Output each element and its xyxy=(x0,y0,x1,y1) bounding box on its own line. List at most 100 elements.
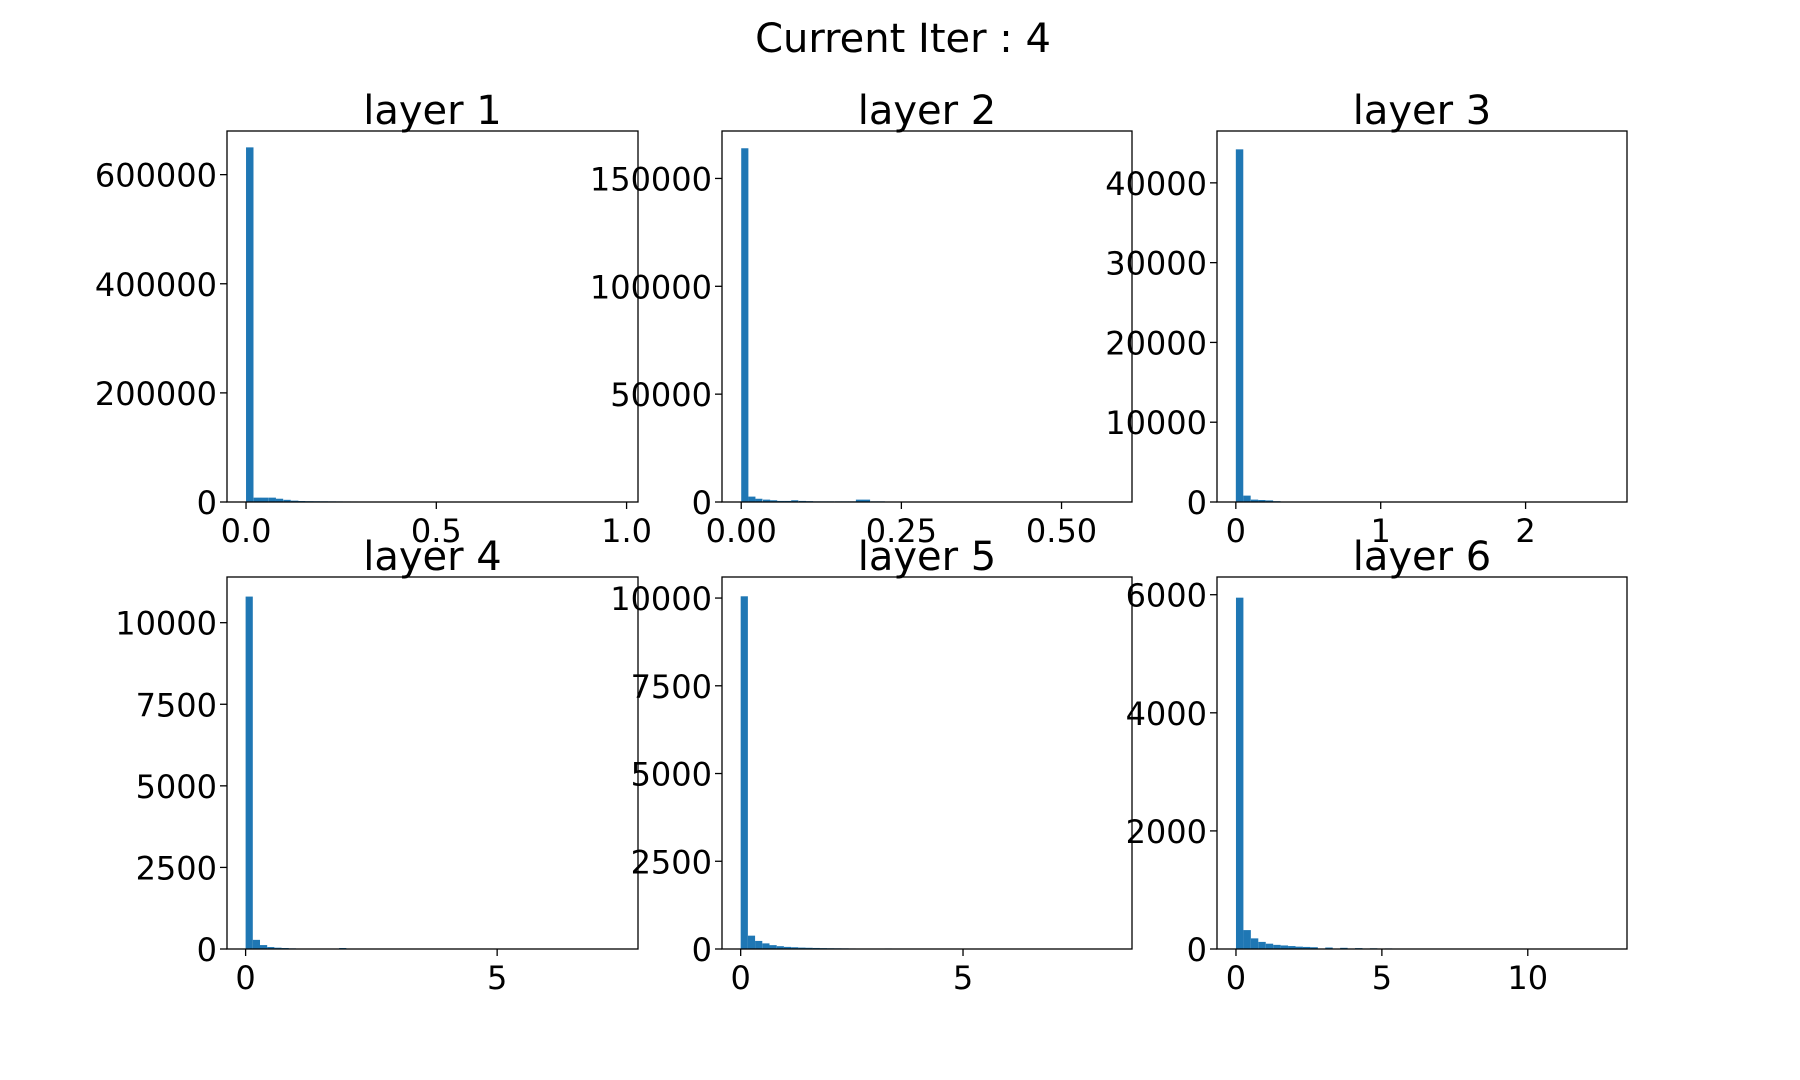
histogram-bar xyxy=(275,498,284,502)
histogram-bar xyxy=(1258,941,1266,949)
y-tick-label: 5000 xyxy=(136,768,217,806)
axes-frame xyxy=(721,576,1133,950)
histogram-bar xyxy=(748,496,756,502)
subplot-title: layer 1 xyxy=(363,88,502,134)
y-tick-label: 0 xyxy=(197,484,217,522)
histogram-bar xyxy=(747,935,756,949)
histogram-bar xyxy=(1288,946,1296,949)
y-tick-label: 200000 xyxy=(95,375,217,413)
y-tick-label: 10000 xyxy=(1105,404,1207,442)
x-tick-label: 0.25 xyxy=(866,512,937,550)
y-tick-label: 2000 xyxy=(1126,813,1207,851)
y-tick-label: 20000 xyxy=(1105,324,1207,362)
histogram-bar xyxy=(741,148,749,502)
histogram-bar xyxy=(798,947,806,949)
histogram-bar xyxy=(1310,947,1318,949)
histogram-bar xyxy=(1302,946,1311,949)
x-tick-label: 1.0 xyxy=(601,512,652,550)
y-tick-label: 7500 xyxy=(631,668,712,706)
histogram-bar xyxy=(855,499,864,502)
subplot-layer-5: layer 5 0 5 0 2500 5000 7500 10000 xyxy=(610,534,1133,997)
histogram-bar xyxy=(755,940,763,949)
subplot-title: layer 6 xyxy=(1353,534,1492,580)
histogram-bar xyxy=(1265,943,1274,949)
histogram-bar xyxy=(770,500,778,502)
x-tick-label: 5 xyxy=(1372,959,1392,997)
x-tick-label: 0.5 xyxy=(411,512,462,550)
y-tick-label: 100000 xyxy=(590,268,712,306)
subplot-title: layer 4 xyxy=(363,534,502,580)
y-tick-label: 0 xyxy=(1187,931,1207,969)
subplot-layer-4: layer 4 0 5 0 2500 5000 7500 10000 xyxy=(115,534,639,997)
y-tick-label: 2500 xyxy=(136,849,217,887)
subplot-title: layer 2 xyxy=(858,88,997,134)
subplot-title: layer 3 xyxy=(1353,88,1492,134)
figure-suptitle: Current Iter : 4 xyxy=(755,16,1051,62)
histogram-bar xyxy=(1280,945,1289,949)
histogram-bar xyxy=(763,499,771,502)
histogram-bar xyxy=(1235,597,1244,949)
histogram-bar xyxy=(246,147,254,502)
histogram-bar xyxy=(274,947,282,949)
y-tick-label: 5000 xyxy=(631,756,712,794)
y-tick-label: 4000 xyxy=(1126,695,1207,733)
y-tick-label: 0 xyxy=(1187,484,1207,522)
subplot-layer-6: layer 6 0 5 10 0 2000 4000 6000 xyxy=(1126,534,1628,997)
histogram-bar xyxy=(1325,947,1333,949)
x-tick-label: 0.50 xyxy=(1026,512,1097,550)
subplot-title: layer 5 xyxy=(858,534,997,580)
y-tick-label: 150000 xyxy=(590,160,712,198)
axes-frame xyxy=(721,130,1133,503)
x-tick-label: 0 xyxy=(730,959,750,997)
histogram-bar xyxy=(762,943,770,949)
y-tick-label: 50000 xyxy=(610,376,712,414)
histogram-bar xyxy=(290,500,299,502)
y-tick-label: 2500 xyxy=(631,843,712,881)
histogram-bar xyxy=(1295,946,1303,949)
axes-frame xyxy=(226,576,639,950)
axes-frame xyxy=(226,130,639,503)
y-tick-label: 6000 xyxy=(1126,577,1207,615)
histogram-bar xyxy=(283,499,291,502)
x-tick-label: 0 xyxy=(1226,512,1246,550)
x-tick-label: 0 xyxy=(235,959,255,997)
histogram-bar xyxy=(1250,499,1259,502)
x-tick-label: 1 xyxy=(1371,512,1391,550)
histogram-bar xyxy=(740,596,748,949)
histogram-bar xyxy=(252,939,260,949)
y-tick-label: 400000 xyxy=(95,266,217,304)
axes-frame xyxy=(1216,130,1628,503)
histogram-bar xyxy=(1258,500,1266,502)
x-tick-label: 5 xyxy=(953,959,973,997)
x-tick-label: 5 xyxy=(487,959,507,997)
histogram-bar xyxy=(1265,500,1274,502)
y-tick-label: 30000 xyxy=(1105,245,1207,283)
subplot-layer-1: layer 1 0.0 0.5 1.0 0 200000 400000 600000 xyxy=(95,88,652,550)
histogram-bar xyxy=(1250,938,1259,949)
histogram-bar xyxy=(791,947,799,949)
histogram-bar xyxy=(268,497,276,502)
histogram-bar xyxy=(769,945,777,949)
histogram-bar xyxy=(1235,149,1244,502)
histogram-bar xyxy=(755,498,763,502)
histogram-bar xyxy=(862,499,871,502)
histogram-bar xyxy=(1243,495,1251,502)
subplot-grid: layer 10.0 0.5 1.00200000400000600000layer… xyxy=(95,88,1628,997)
histogram-bar xyxy=(260,945,268,949)
histogram-bar xyxy=(783,946,792,949)
x-tick-label: 0.00 xyxy=(706,512,777,550)
x-tick-label: 2 xyxy=(1515,512,1535,550)
histogram-bar xyxy=(1243,930,1251,949)
y-tick-label: 40000 xyxy=(1105,165,1207,203)
x-tick-label: 10 xyxy=(1507,959,1548,997)
axes-frame xyxy=(1216,576,1628,950)
x-tick-label: 0 xyxy=(1226,959,1246,997)
x-tick-label: 0.0 xyxy=(221,512,272,550)
y-tick-label: 600000 xyxy=(95,157,217,195)
subplot-layer-3: layer 3 0 1 2 0 10000 20000 30000 40000 xyxy=(1105,88,1628,550)
y-tick-label: 0 xyxy=(692,484,712,522)
histogram-bar xyxy=(253,497,262,502)
histogram-bar xyxy=(267,947,275,949)
